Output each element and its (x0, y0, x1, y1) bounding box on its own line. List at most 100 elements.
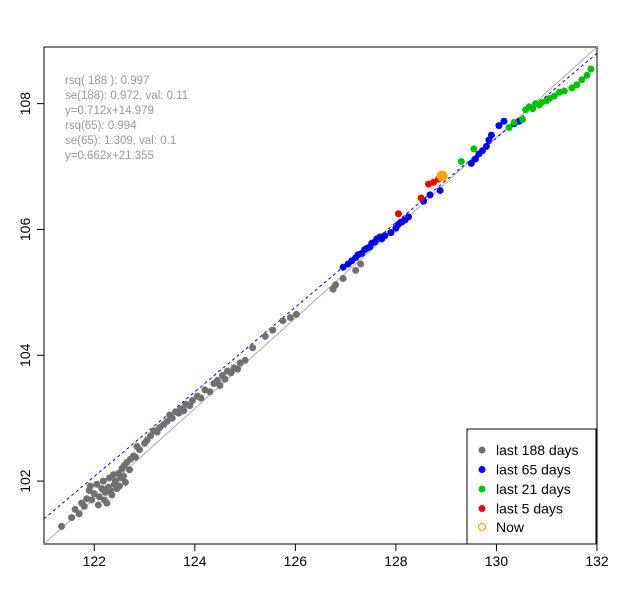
data-point (188, 397, 196, 405)
data-point (75, 510, 83, 518)
data-point (261, 332, 269, 340)
data-point (578, 76, 586, 84)
data-point (125, 466, 133, 474)
data-point (168, 414, 176, 422)
data-point (568, 84, 576, 92)
data-point (430, 178, 438, 186)
data-point (550, 92, 558, 100)
data-point (339, 263, 347, 271)
identity-line-solid (44, 47, 597, 544)
data-point (482, 142, 490, 150)
stat-line-3: y=0.712x+14.979 (65, 105, 154, 117)
data-point (95, 493, 103, 501)
data-point (457, 157, 465, 165)
y-tick-label: 108 (17, 92, 33, 116)
legend-label-now: Now (496, 519, 525, 535)
data-point (404, 213, 412, 221)
data-point (529, 105, 537, 113)
data-point (115, 482, 123, 490)
data-point (216, 381, 224, 389)
data-points (58, 65, 595, 530)
data-point (163, 417, 171, 425)
x-tick-label: 122 (83, 553, 107, 569)
data-point (221, 375, 229, 383)
data-point (500, 117, 508, 125)
stats-annotation: rsq( 188 ): 0.997 se(188): 0.972, val: 0… (65, 75, 188, 162)
y-tick-label: 106 (17, 218, 33, 242)
data-point (68, 514, 76, 522)
x-tick-label: 126 (284, 553, 308, 569)
data-point (131, 453, 139, 461)
data-point (58, 522, 66, 530)
data-point (381, 232, 389, 240)
y-tick-label: 102 (17, 469, 33, 493)
x-tick-label: 130 (485, 553, 509, 569)
stat-line-5: se(65): 1.309, val: 0.1 (65, 135, 176, 147)
data-point (90, 490, 98, 498)
data-point (470, 145, 478, 153)
data-point (519, 115, 527, 123)
data-point (197, 394, 205, 402)
legend-marker-21 (478, 485, 486, 493)
data-point (119, 472, 127, 480)
y-tick-label: 104 (17, 343, 33, 367)
data-point (147, 432, 155, 440)
data-point (505, 124, 513, 132)
x-tick-label: 128 (384, 553, 408, 569)
data-point (234, 365, 242, 373)
data-point (94, 501, 102, 509)
now-point (436, 170, 448, 182)
data-point (180, 407, 188, 415)
stat-line-1: rsq( 188 ): 0.997 (65, 75, 149, 87)
data-point (352, 266, 360, 274)
data-point (111, 477, 119, 485)
data-point (292, 310, 300, 318)
reference-lines (44, 47, 597, 544)
legend-label-5: last 5 days (496, 501, 563, 517)
data-point (332, 281, 340, 289)
legend-marker-now (477, 522, 487, 532)
data-point (339, 275, 347, 283)
axes: 122 124 126 128 130 132 102 104 106 108 (17, 92, 609, 569)
legend-marker-5 (478, 505, 486, 512)
stat-line-6: y=0.662x+21.355 (65, 150, 154, 162)
data-point (99, 477, 107, 485)
stat-line-2: se(188): 0.972, val: 0.11 (65, 90, 188, 102)
data-point (426, 191, 434, 199)
legend-box (466, 428, 597, 545)
data-point (249, 344, 257, 352)
data-point (93, 480, 101, 488)
legend-label-188: last 188 days (496, 442, 579, 458)
data-point (279, 317, 287, 325)
legend-marker-188 (478, 446, 486, 454)
data-point (487, 131, 495, 139)
plot-area-frame (43, 46, 598, 545)
legend-marker-65 (478, 466, 486, 473)
data-point (286, 314, 294, 322)
data-point (394, 210, 402, 218)
data-point (136, 446, 144, 454)
legend: last 188 days last 65 days last 21 days … (466, 428, 597, 545)
data-point (241, 356, 249, 364)
data-point (86, 482, 94, 490)
data-point (587, 65, 595, 73)
data-point (495, 122, 503, 130)
data-point (436, 186, 444, 194)
legend-label-21: last 21 days (496, 481, 571, 497)
data-point (121, 478, 129, 486)
data-point (417, 194, 425, 202)
legend-label-65: last 65 days (496, 462, 571, 478)
data-point (357, 260, 365, 268)
data-point (108, 491, 116, 499)
data-point (206, 388, 214, 396)
data-point (103, 499, 111, 507)
data-point (80, 502, 88, 510)
stat-line-4: rsq(65): 0.994 (65, 120, 137, 132)
data-point (387, 229, 395, 237)
data-point (269, 326, 277, 334)
data-point (583, 71, 591, 79)
data-point (510, 118, 518, 126)
data-point (560, 87, 568, 95)
data-point (227, 369, 235, 377)
data-point (471, 155, 479, 163)
